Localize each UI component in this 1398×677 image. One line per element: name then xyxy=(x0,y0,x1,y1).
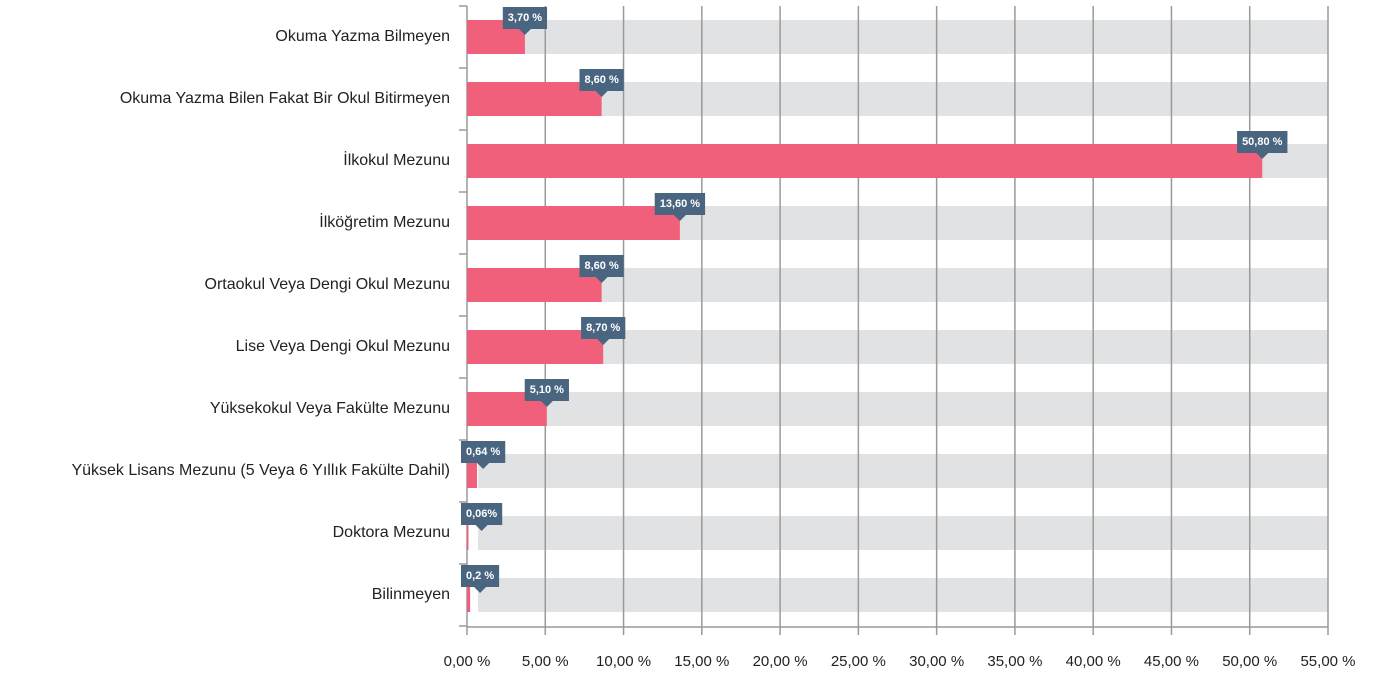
y-tick-label: Ortaokul Veya Dengi Okul Mezunu xyxy=(205,276,450,293)
value-label-box xyxy=(524,379,569,401)
value-label-pointer xyxy=(474,587,487,593)
value-label-pointer xyxy=(595,91,608,97)
value-label-pointer xyxy=(595,277,608,283)
bar xyxy=(467,454,478,488)
value-label: 8,70 % xyxy=(586,322,620,334)
value-label-pointer xyxy=(477,463,490,469)
x-tick-label: 45,00 % xyxy=(1144,653,1199,670)
value-label: 8,60 % xyxy=(585,260,619,272)
bar xyxy=(467,330,604,364)
bar-background xyxy=(478,392,1328,426)
value-label: 13,60 % xyxy=(660,198,701,210)
value-label-pointer xyxy=(518,29,531,35)
value-label: 5,10 % xyxy=(530,384,564,396)
x-tick-label: 10,00 % xyxy=(596,653,651,670)
bar-background xyxy=(478,516,1328,550)
value-label-pointer xyxy=(1256,153,1269,159)
x-tick-label: 35,00 % xyxy=(987,653,1042,670)
value-label-box xyxy=(1237,131,1288,153)
y-tick-label: Yüksekokul Veya Fakülte Mezunu xyxy=(210,400,450,417)
value-label-pointer xyxy=(540,401,553,407)
value-label-box xyxy=(579,69,624,91)
x-tick-label: 20,00 % xyxy=(753,653,808,670)
value-label-box xyxy=(579,255,624,277)
value-label: 0,64 % xyxy=(466,446,500,458)
bar xyxy=(467,578,471,612)
y-tick-label: Yüksek Lisans Mezunu (5 Veya 6 Yıllık Fa… xyxy=(71,462,450,479)
bar-background xyxy=(478,578,1328,612)
y-tick-label: Okuma Yazma Bilen Fakat Bir Okul Bitirme… xyxy=(120,90,450,107)
value-label-box xyxy=(461,565,500,587)
bar xyxy=(467,516,469,550)
y-tick-label: Bilinmeyen xyxy=(372,586,450,603)
bar-background xyxy=(478,20,1328,54)
value-label: 8,60 % xyxy=(585,74,619,86)
value-label-box xyxy=(461,503,503,525)
bar xyxy=(467,144,1263,178)
bar-background xyxy=(478,454,1328,488)
value-label-box xyxy=(502,7,548,29)
bar xyxy=(467,82,602,116)
value-label: 50,80 % xyxy=(1242,136,1283,148)
x-tick-label: 15,00 % xyxy=(674,653,729,670)
value-label-pointer xyxy=(475,525,488,531)
x-tick-label: 30,00 % xyxy=(909,653,964,670)
x-tick-label: 25,00 % xyxy=(831,653,886,670)
value-label-box xyxy=(654,193,706,215)
x-tick-label: 40,00 % xyxy=(1066,653,1121,670)
bar xyxy=(467,206,680,240)
value-label: 0,06% xyxy=(466,508,497,520)
value-label-pointer xyxy=(597,339,610,345)
y-tick-label: İlköğretim Mezunu xyxy=(319,212,450,231)
value-label-pointer xyxy=(673,215,686,221)
value-label: 3,70 % xyxy=(508,12,542,24)
y-tick-label: Doktora Mezunu xyxy=(333,524,450,541)
value-label-box xyxy=(581,317,626,339)
x-tick-label: 5,00 % xyxy=(522,653,569,670)
x-tick-label: 50,00 % xyxy=(1222,653,1277,670)
value-label: 0,2 % xyxy=(466,570,494,582)
bar xyxy=(467,268,602,302)
value-label-box xyxy=(461,441,506,463)
x-tick-label: 0,00 % xyxy=(444,653,491,670)
y-tick-label: İlkokul Mezunu xyxy=(343,150,450,169)
y-tick-label: Lise Veya Dengi Okul Mezunu xyxy=(236,338,450,355)
y-tick-label: Okuma Yazma Bilmeyen xyxy=(275,28,450,45)
x-tick-label: 55,00 % xyxy=(1300,653,1355,670)
